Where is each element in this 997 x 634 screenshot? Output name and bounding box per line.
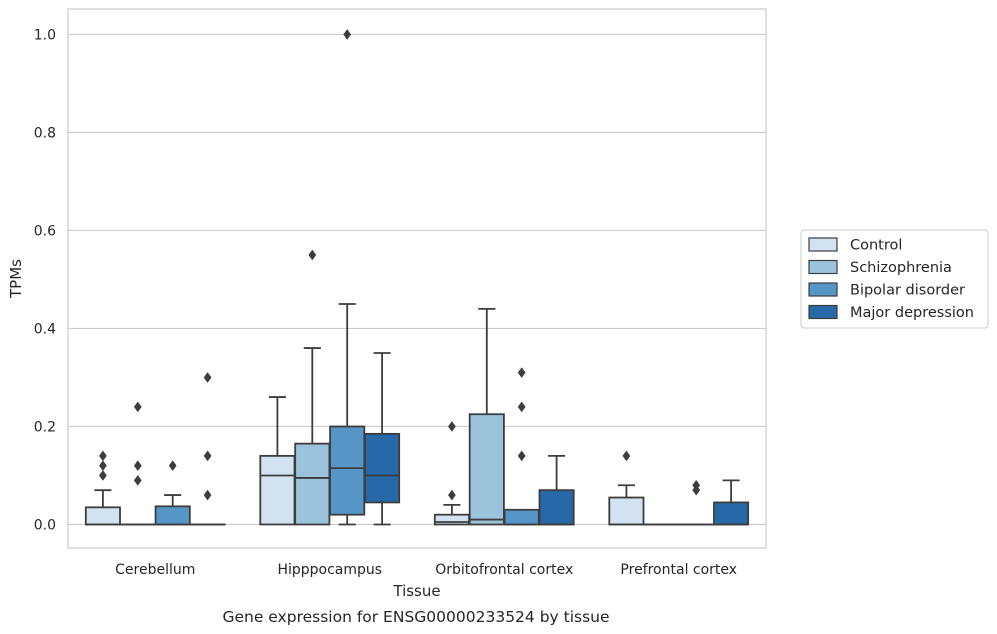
box-iqr <box>433 513 470 526</box>
legend-item: Schizophrenia <box>808 259 952 276</box>
legend-item: Bipolar disorder <box>808 282 965 299</box>
box-major-depression <box>189 372 226 526</box>
outlier-point <box>517 401 526 413</box>
x-tick-label: Hipppocampus <box>277 562 382 578</box>
plot-frame <box>67 8 767 549</box>
box-iqr <box>154 505 191 526</box>
legend-label: Bipolar disorder <box>850 283 965 299</box>
y-tick-labels: 0.0 0.2 0.4 0.6 0.8 1.0 <box>34 27 56 533</box>
box-iqr <box>713 501 750 526</box>
box-iqr <box>538 489 575 526</box>
outlier-point <box>98 450 107 462</box>
box-iqr <box>364 432 401 504</box>
gridlines <box>68 33 766 526</box>
box-iqr <box>503 508 540 526</box>
x-tick-label: Orbitofrontal cortex <box>435 562 573 578</box>
x-tick-labels: Cerebellum Hipppocampus Orbitofrontal cort… <box>115 562 737 578</box>
y-axis-label: TPMs <box>7 259 25 299</box>
chart-caption: Gene expression for ENSG00000233524 by t… <box>222 608 609 626</box>
box-major-depression <box>364 352 401 526</box>
legend-label: Major depression <box>850 305 974 321</box>
legend-label: Schizophrenia <box>850 260 952 276</box>
legend: Control Schizophrenia Bipolar disorder Majo… <box>800 229 989 329</box>
outlier-point <box>447 489 456 501</box>
y-tick-label: 0.2 <box>34 419 56 435</box>
box-control <box>433 421 470 526</box>
y-tick-label: 0.8 <box>34 125 56 141</box>
box-iqr <box>608 496 645 526</box>
x-tick-label: Prefrontal cortex <box>620 562 737 578</box>
box-schizophrenia <box>119 401 156 526</box>
boxes <box>84 29 750 526</box>
outlier-point <box>447 421 456 432</box>
outlier-point <box>517 367 526 379</box>
box-iqr <box>468 413 505 526</box>
legend-label: Control <box>850 238 902 254</box>
outlier-point <box>517 450 526 462</box>
outlier-point <box>133 474 142 486</box>
outlier-point <box>98 470 107 481</box>
y-tick-label: 1.0 <box>34 27 56 43</box>
y-tick-label: 0.6 <box>34 223 56 239</box>
box-bipolar-disorder <box>678 479 715 526</box>
legend-item: Control <box>808 237 902 254</box>
legend-items: Control Schizophrenia Bipolar disorder Majo… <box>808 237 974 321</box>
box-bipolar-disorder <box>154 460 191 526</box>
x-axis-label: Tissue <box>392 582 440 600</box>
legend-swatch <box>808 282 838 297</box>
box-iqr <box>329 425 366 516</box>
outlier-point <box>133 401 142 413</box>
box-control <box>84 450 121 526</box>
outlier-point <box>308 249 317 261</box>
outlier-point <box>203 450 212 462</box>
outlier-point <box>203 372 212 383</box>
box-bipolar-disorder <box>329 29 366 526</box>
box-major-depression <box>538 454 575 526</box>
legend-swatch <box>808 304 838 320</box>
box-schizophrenia <box>468 307 505 526</box>
legend-frame <box>800 229 989 329</box>
outlier-point <box>98 460 107 472</box>
outlier-point <box>692 479 701 491</box>
outlier-point <box>133 460 142 472</box>
outlier-point <box>622 450 631 462</box>
outlier-point <box>168 460 177 472</box>
box-control <box>608 450 645 526</box>
box-major-depression <box>713 479 750 526</box>
y-tick-label: 0.0 <box>34 517 56 533</box>
x-tick-label: Cerebellum <box>115 562 195 578</box>
legend-item: Major depression <box>808 304 974 321</box>
outlier-point <box>203 489 212 501</box>
box-iqr <box>259 454 296 526</box>
y-tick-label: 0.4 <box>34 321 56 337</box>
box-iqr <box>84 506 121 526</box>
box-bipolar-disorder <box>503 367 540 526</box>
box-control <box>259 396 296 526</box>
box-iqr <box>294 442 331 526</box>
outlier-point <box>343 29 352 40</box>
box-schizophrenia <box>294 249 331 526</box>
legend-swatch <box>808 259 838 275</box>
legend-swatch <box>808 237 838 252</box>
